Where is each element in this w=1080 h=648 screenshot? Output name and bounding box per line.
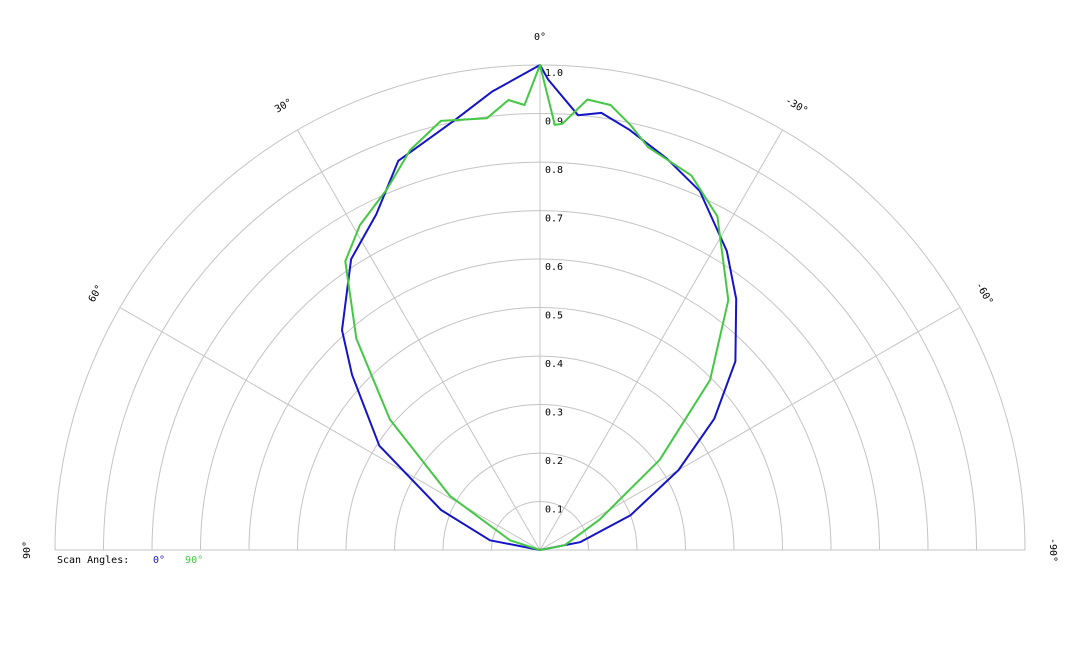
r-tick-label: 0.8 [545,165,563,176]
grid-spoke [119,307,541,551]
grid-spoke [539,307,961,551]
r-tick-label: 0.3 [545,408,563,419]
theta-tick-label: 90° [22,541,33,559]
r-tick-label: 1.0 [545,68,563,79]
theta-tick-label: 30° [273,97,294,116]
r-tick-label: 0.1 [545,505,563,516]
theta-tick-label: -30° [783,95,809,117]
r-tick-label: 0.2 [545,456,563,467]
series-line [341,64,738,551]
series-line [344,64,730,551]
r-tick-label: 0.4 [545,359,563,370]
legend-entry: 0° [153,555,165,566]
r-tick-label: 0.5 [545,311,563,322]
grid-spoke [297,129,541,551]
theta-tick-label: -60° [973,281,995,307]
theta-tick-label: 60° [87,283,106,304]
grid-spoke [539,129,783,551]
legend-entry: 90° [185,555,203,566]
r-tick-label: 0.6 [545,262,563,273]
theta-tick-label: -90° [1047,538,1058,562]
theta-tick-label: 0° [534,32,546,43]
r-tick-label: 0.7 [545,214,563,225]
legend-title: Scan Angles: [57,555,129,566]
